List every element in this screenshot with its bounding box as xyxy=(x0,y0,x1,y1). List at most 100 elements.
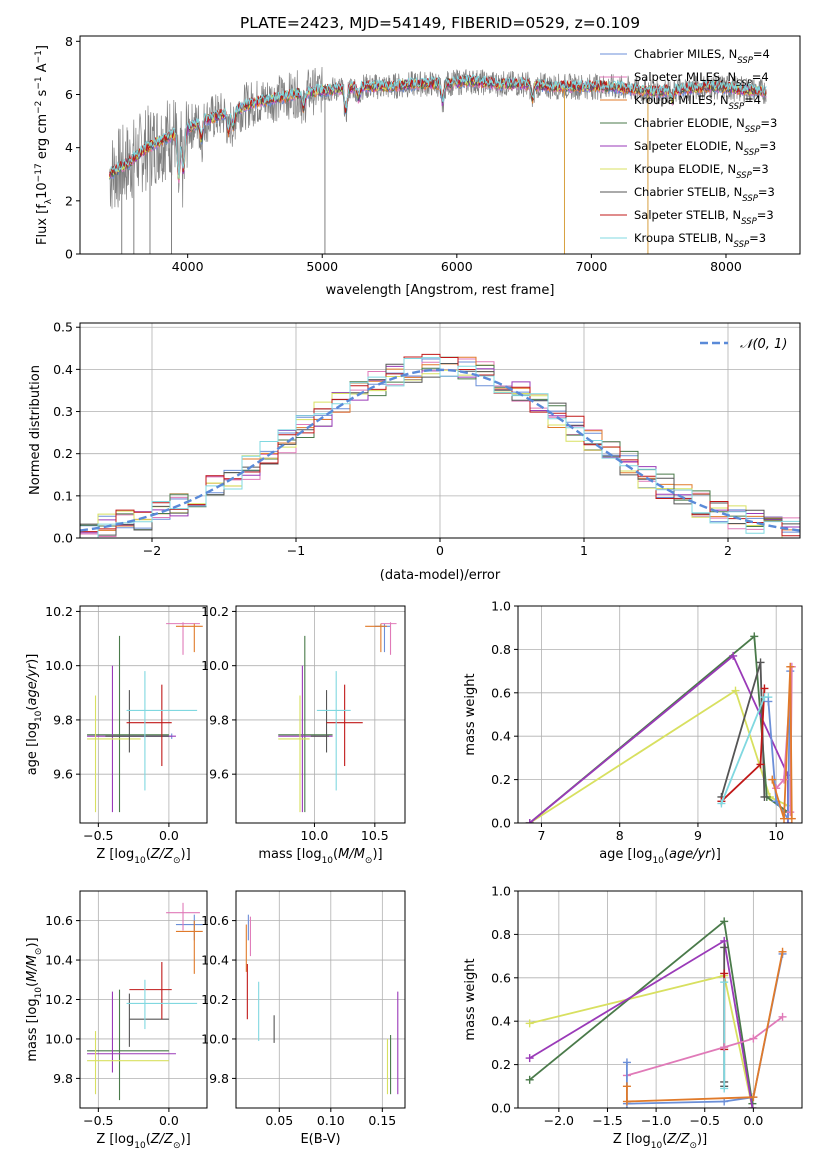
residuals-panel: −2 −1 0 1 2 0.0 0.1 0.2 0.3 0.4 0.5 𝒩(0, 1) (data-mo… xyxy=(28,320,801,583)
x-tick-label: 7 xyxy=(537,828,545,843)
x-axis-label: E(B-V) xyxy=(300,1132,340,1147)
weight-line xyxy=(529,919,754,1104)
x-tick-label: 8 xyxy=(616,828,624,843)
y-tick-label: 10.6 xyxy=(201,913,229,928)
weight-line xyxy=(626,951,784,1103)
y-tick-label: 0.0 xyxy=(491,816,511,831)
axes-frame xyxy=(235,605,406,824)
errorbar-chabrier-stelib xyxy=(105,690,169,753)
x-tick-label: −1 xyxy=(287,543,305,558)
x-axis-label: Z [log10(Z/Z⊙)] xyxy=(96,847,190,866)
legend-label: Kroupa MILES, NSSP=4 xyxy=(634,93,761,112)
legend-label: Chabrier STELIB, NSSP=3 xyxy=(634,185,775,204)
x-tick-label: 0.15 xyxy=(368,1113,396,1128)
x-tick-label: 7000 xyxy=(575,259,607,274)
y-tick-label: 1.0 xyxy=(491,884,511,899)
spectrum-panel: 4000 5000 6000 7000 8000 0 2 4 6 8 Chabrier MILES,… xyxy=(34,34,801,298)
plot-area xyxy=(525,632,796,823)
y-axis-label: age [log10(age/yr)] xyxy=(25,654,44,776)
weight-vs-age-panel: 7 8 9 10 0.0 0.2 0.4 0.6 0.8 1.0 mass weight age [l… xyxy=(463,599,803,866)
x-tick-label: 4000 xyxy=(172,259,204,274)
x-tick-label: 0 xyxy=(436,543,444,558)
weight-line xyxy=(529,689,789,823)
y-tick-label: 0.8 xyxy=(491,642,511,657)
y-tick-label: 0.0 xyxy=(491,1101,511,1116)
y-axis-label: mass weight xyxy=(463,673,478,755)
y-tick-label: 0.2 xyxy=(491,772,511,787)
errorbar-salpeter-elodie xyxy=(87,991,176,1073)
axes-frame xyxy=(517,890,803,1109)
y-tick-label: 9.8 xyxy=(209,712,229,727)
y-tick-label: 6 xyxy=(65,87,73,102)
y-tick-label: 10.2 xyxy=(45,992,73,1007)
y-tick-label: 2 xyxy=(65,193,73,208)
errorbar-kroupa-stelib xyxy=(316,671,351,791)
errorbar-kroupa-miles xyxy=(175,920,203,974)
x-tick-label: 2 xyxy=(724,543,732,558)
errorbar-chabrier-miles xyxy=(374,623,391,653)
plot-area xyxy=(525,917,787,1108)
x-axis-label: age [log10(age/yr)] xyxy=(599,847,721,866)
plot-area xyxy=(278,622,397,813)
x-tick-label: −0.5 xyxy=(83,1113,113,1128)
y-tick-label: 9.8 xyxy=(53,1071,73,1086)
y-tick-label: 1.0 xyxy=(491,599,511,614)
legend-label: Chabrier MILES, NSSP=4 xyxy=(634,47,770,66)
grid xyxy=(236,606,405,823)
normal-curve xyxy=(80,368,800,532)
axes-frame xyxy=(517,605,803,824)
errorbar-salpeter-miles xyxy=(166,622,200,655)
y-tick-label: 8 xyxy=(65,34,73,49)
y-tick-label: 9.6 xyxy=(53,767,73,782)
y-tick-label: 0.4 xyxy=(53,362,73,377)
plot-area xyxy=(245,914,399,1095)
x-tick-label: 1 xyxy=(580,543,588,558)
x-tick-label: −2 xyxy=(143,543,161,558)
spectrum-data-line xyxy=(109,66,767,209)
grid xyxy=(80,606,207,823)
weight-line xyxy=(529,974,754,1108)
errorbar-chabrier-elodie xyxy=(87,635,169,813)
y-tick-label: 9.6 xyxy=(209,767,229,782)
weight-line xyxy=(720,688,766,802)
legend-label: Salpeter ELODIE, NSSP=3 xyxy=(634,139,776,158)
errorbar-chabrier-miles xyxy=(175,914,203,941)
y-axis-label: Flux [fλ10−17 erg cm−2 s−1 A−1] xyxy=(34,45,54,245)
x-tick-label: 0.0 xyxy=(159,828,179,843)
errorbar-kroupa-miles xyxy=(175,623,203,653)
errorbar-kroupa-stelib xyxy=(126,979,198,1030)
y-tick-label: 10.0 xyxy=(45,658,73,673)
y-tick-label: 0.4 xyxy=(491,729,511,744)
age-vs-metallicity-panel: −0.5 0.0 9.6 9.8 10.0 10.2 age [log10(age/yr)]… xyxy=(25,604,208,866)
y-tick-label: 10.4 xyxy=(45,953,73,968)
histogram-kroupa-stelib xyxy=(80,357,800,538)
axes-frame xyxy=(79,605,208,824)
y-tick-label: 0.4 xyxy=(491,1014,511,1029)
axes-frame xyxy=(79,35,801,255)
y-tick-label: 10.2 xyxy=(201,604,229,619)
x-tick-label: 9 xyxy=(694,828,702,843)
age-vs-mass-panel: 10.0 10.5 9.6 9.8 10.0 10.2 mass [log10(M/M⊙)] xyxy=(201,604,406,866)
weight-line xyxy=(771,666,793,819)
x-tick-label: 6000 xyxy=(441,259,473,274)
y-tick-label: 0.5 xyxy=(53,320,73,335)
errorbar-kroupa-elodie xyxy=(87,1031,169,1095)
plot-area xyxy=(109,66,767,254)
weight-series-chabrier-stelib xyxy=(717,658,769,801)
errorbar-chabrier-elodie xyxy=(87,989,169,1101)
legend-label: Kroupa STELIB, NSSP=3 xyxy=(634,231,766,250)
y-axis-label: mass weight xyxy=(463,958,478,1040)
plot-area xyxy=(87,622,203,813)
grid xyxy=(518,890,802,1109)
y-tick-label: 0.8 xyxy=(491,927,511,942)
weight-series-kroupa-miles xyxy=(622,947,787,1106)
legend: Chabrier MILES, NSSP=4 Salpeter MILES, NS… xyxy=(600,47,777,250)
errorbar-kroupa-elodie xyxy=(87,695,141,813)
x-tick-label: 0.05 xyxy=(265,1113,293,1128)
grid xyxy=(236,891,405,1108)
y-tick-label: 10.0 xyxy=(201,1031,229,1046)
model-line-salpeter-stelib xyxy=(109,74,767,177)
y-tick-label: 10.2 xyxy=(45,604,73,619)
weight-series-kroupa-miles xyxy=(768,662,796,823)
